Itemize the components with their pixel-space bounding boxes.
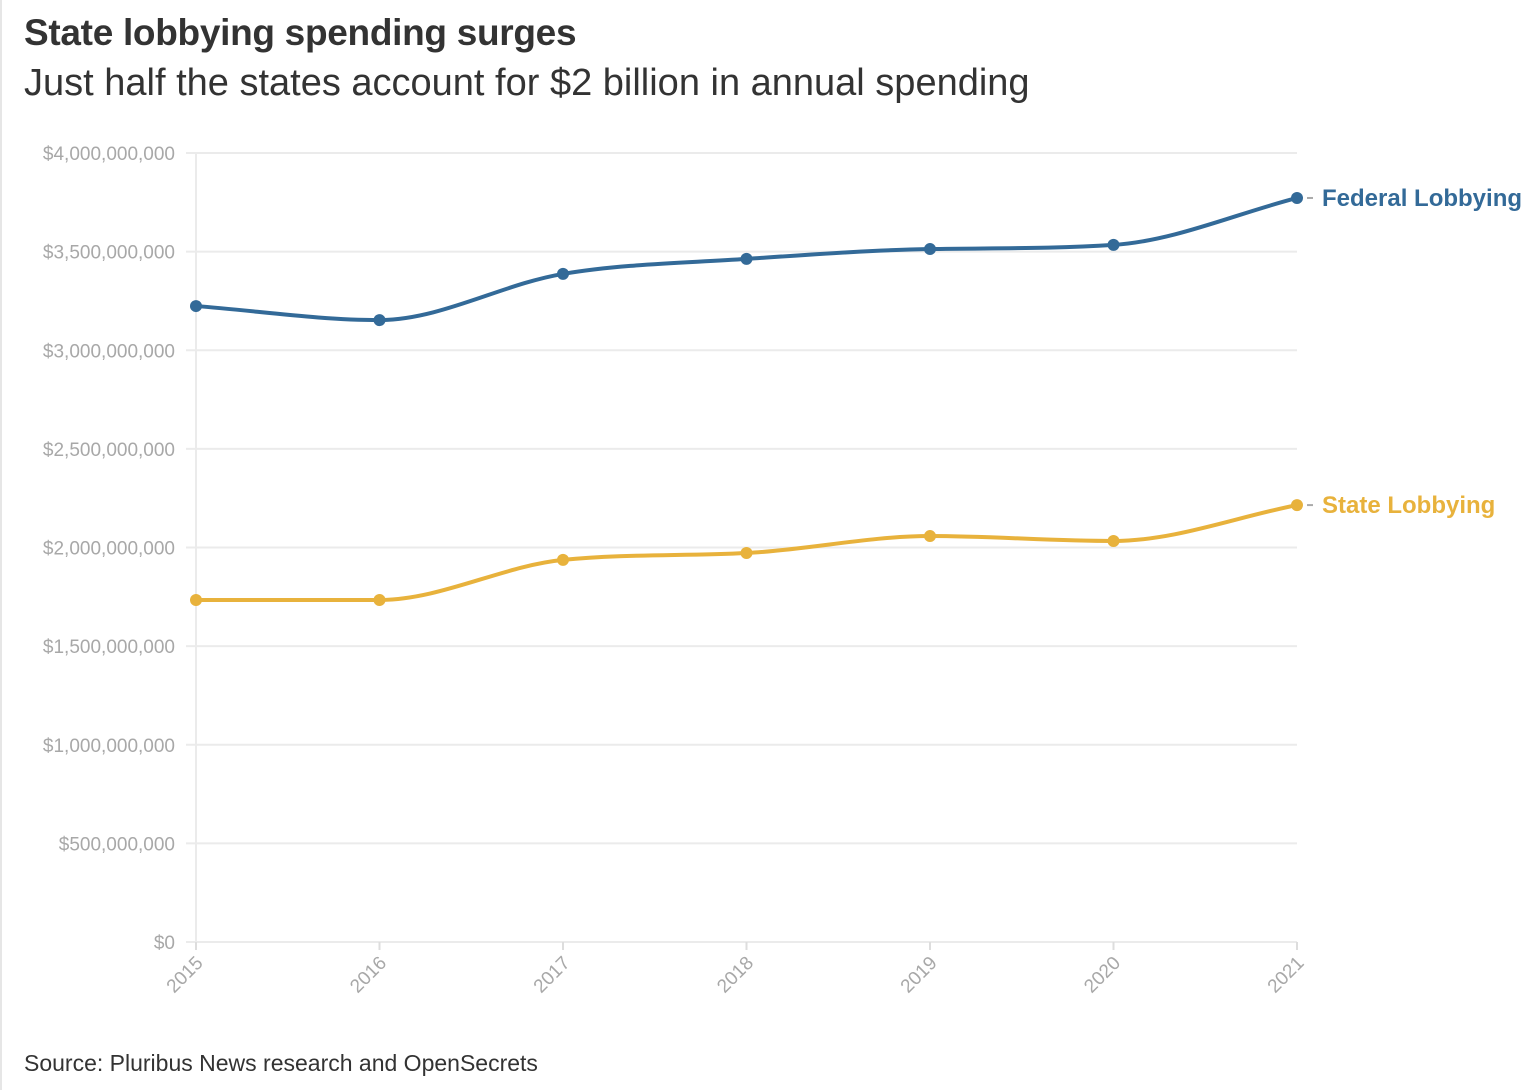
x-tick-label: 2019 <box>897 953 942 998</box>
data-point <box>190 593 202 606</box>
data-point <box>190 300 202 313</box>
data-point <box>1107 534 1120 547</box>
x-tick-label: 2018 <box>713 953 758 998</box>
y-tick-label: $3,500,000,000 <box>43 243 175 264</box>
data-point <box>1291 191 1303 204</box>
y-tick-label: $2,000,000,000 <box>43 539 175 560</box>
chart-title: State lobbying spending surges <box>24 12 577 53</box>
x-tick-label: 2020 <box>1080 953 1125 998</box>
chart-subtitle: Just half the states account for $2 bill… <box>24 62 1030 104</box>
y-tick-label: $2,500,000,000 <box>43 440 175 461</box>
data-point <box>740 252 753 265</box>
series-label: State Lobbying <box>1322 492 1495 519</box>
y-tick-label: $1,500,000,000 <box>43 637 175 658</box>
series-label: Federal Lobbying <box>1322 185 1522 212</box>
x-tick-label: 2021 <box>1264 953 1309 998</box>
x-tick-label: 2016 <box>346 953 391 998</box>
source-note: Source: Pluribus News research and OpenS… <box>24 1050 538 1076</box>
x-tick-label: 2017 <box>530 953 575 998</box>
y-tick-label: $4,000,000,000 <box>43 144 175 165</box>
y-tick-label: $3,000,000,000 <box>43 341 175 362</box>
data-point <box>1107 238 1120 251</box>
data-point <box>924 530 936 543</box>
data-point <box>924 243 936 256</box>
data-point <box>1291 499 1303 512</box>
data-point <box>373 593 386 606</box>
data-point <box>557 267 569 280</box>
data-point <box>373 314 386 327</box>
y-tick-label: $0 <box>154 933 175 954</box>
x-tick-label: 2015 <box>163 953 208 998</box>
data-point <box>557 553 569 566</box>
y-tick-label: $1,000,000,000 <box>43 736 175 757</box>
data-point <box>740 547 753 560</box>
y-tick-label: $500,000,000 <box>59 834 175 855</box>
